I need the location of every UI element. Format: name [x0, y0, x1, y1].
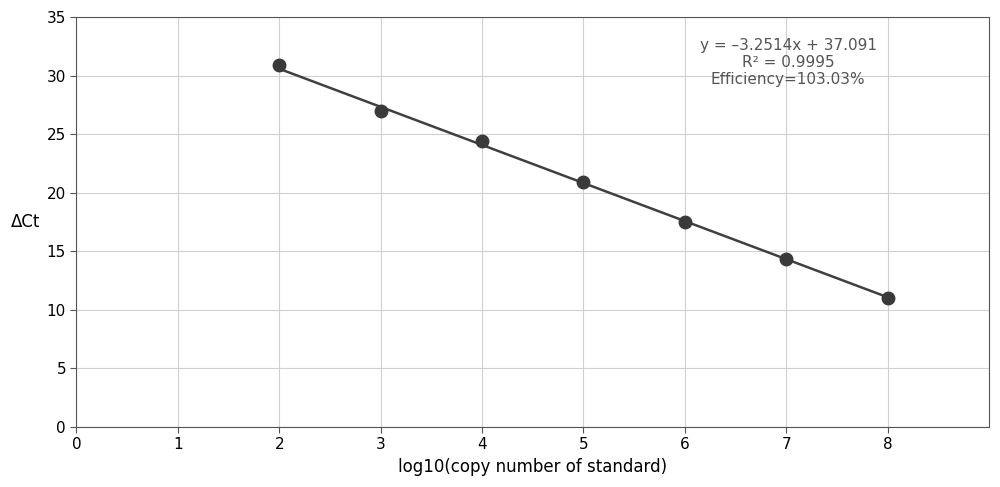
Point	[373, 107, 389, 114]
Text: y = –3.2514x + 37.091
R² = 0.9995
Efficiency=103.03%: y = –3.2514x + 37.091 R² = 0.9995 Effici…	[700, 37, 877, 87]
Point	[575, 178, 591, 186]
Point	[677, 218, 693, 226]
Point	[474, 137, 490, 145]
X-axis label: log10(copy number of standard): log10(copy number of standard)	[398, 458, 667, 476]
Point	[880, 294, 896, 302]
Y-axis label: ΔCt: ΔCt	[11, 213, 40, 231]
Point	[778, 256, 794, 263]
Point	[271, 61, 287, 69]
